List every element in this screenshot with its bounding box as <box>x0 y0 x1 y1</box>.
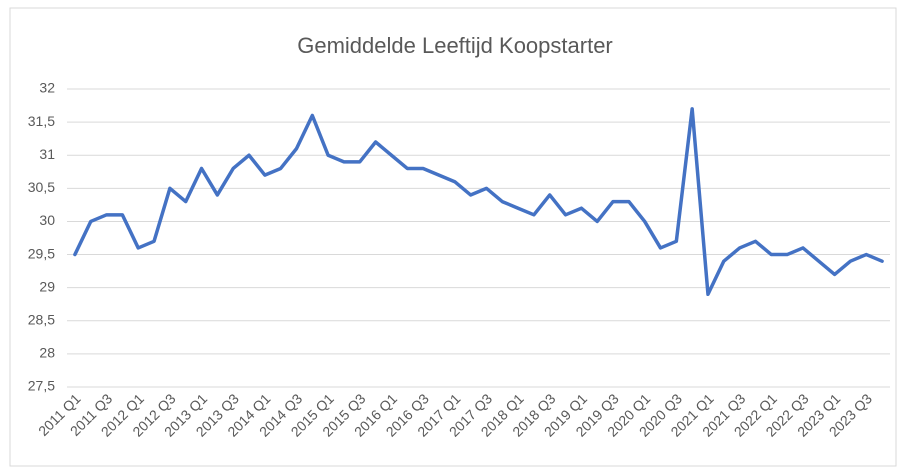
chart-frame <box>9 7 897 467</box>
data-line <box>73 107 884 297</box>
y-tick-label: 31 <box>39 146 55 162</box>
y-tick-label: 28,5 <box>28 311 55 327</box>
y-tick-label: 31,5 <box>28 113 55 129</box>
y-tick-label: 27,5 <box>28 378 55 394</box>
y-tick-label: 32 <box>39 80 55 96</box>
y-tick-label: 28 <box>39 345 55 361</box>
y-tick-label: 30 <box>39 212 55 228</box>
y-tick-label: 29,5 <box>28 245 55 261</box>
y-tick-label: 30,5 <box>28 179 55 195</box>
y-tick-label: 29 <box>39 278 55 294</box>
chart-title: Gemiddelde Leeftijd Koopstarter <box>297 33 613 58</box>
